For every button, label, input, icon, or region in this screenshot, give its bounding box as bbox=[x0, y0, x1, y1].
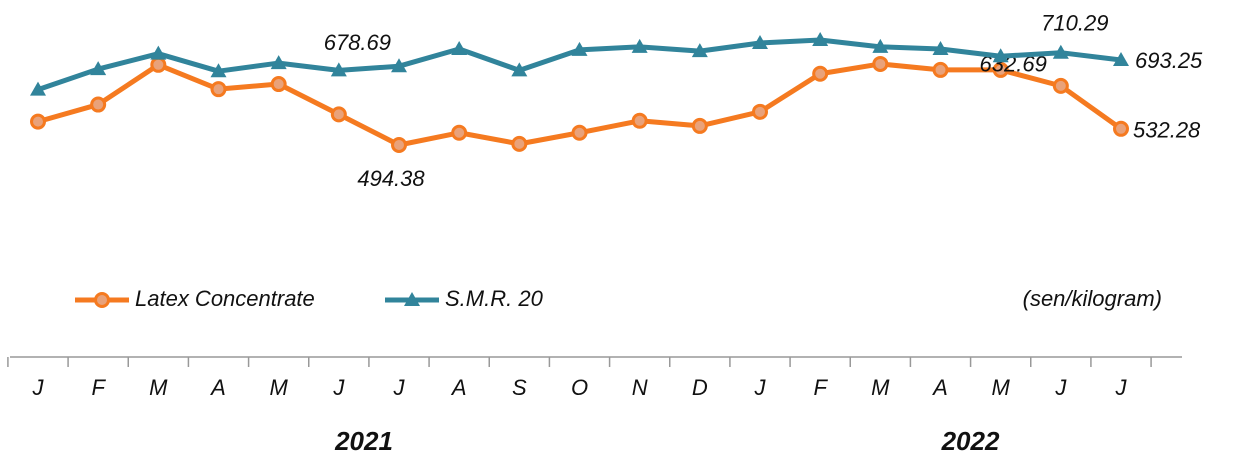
point bbox=[752, 34, 768, 49]
data-label: 710.29 bbox=[1041, 11, 1108, 36]
point bbox=[391, 58, 407, 73]
year-label: 2022 bbox=[941, 426, 1000, 456]
point bbox=[451, 40, 468, 55]
x-tick-label: J bbox=[1054, 375, 1067, 400]
point bbox=[330, 62, 347, 77]
point bbox=[94, 292, 110, 308]
point bbox=[992, 48, 1009, 63]
legend-label: S.M.R. 20 bbox=[445, 286, 544, 311]
point bbox=[150, 45, 167, 60]
x-tick-label: S bbox=[512, 375, 527, 400]
unit-label: (sen/kilogram) bbox=[1023, 286, 1162, 311]
point bbox=[992, 61, 1009, 78]
point bbox=[932, 40, 949, 55]
data-label: 494.38 bbox=[357, 166, 425, 191]
point bbox=[1113, 51, 1129, 66]
point bbox=[872, 55, 889, 72]
x-tick-label: J bbox=[754, 375, 767, 400]
point bbox=[270, 55, 287, 70]
x-tick-label: O bbox=[571, 375, 588, 400]
point bbox=[150, 56, 167, 73]
point bbox=[451, 124, 468, 141]
point bbox=[1052, 44, 1069, 59]
x-tick-label: M bbox=[871, 375, 890, 400]
point bbox=[812, 32, 829, 46]
point bbox=[90, 96, 107, 113]
point bbox=[631, 112, 648, 129]
point bbox=[210, 81, 227, 98]
point bbox=[571, 124, 588, 141]
point bbox=[691, 117, 708, 134]
point bbox=[691, 43, 708, 58]
point bbox=[1052, 77, 1069, 94]
data-label: 532.28 bbox=[1133, 118, 1201, 143]
point bbox=[511, 135, 528, 152]
x-tick-label: D bbox=[692, 375, 708, 400]
point bbox=[90, 61, 107, 76]
point bbox=[30, 113, 46, 130]
point bbox=[391, 137, 407, 153]
data-label: 693.25 bbox=[1135, 48, 1203, 73]
point bbox=[30, 81, 46, 96]
x-tick-label: M bbox=[149, 375, 168, 400]
x-tick-label: A bbox=[931, 375, 948, 400]
year-label: 2021 bbox=[334, 426, 393, 456]
point bbox=[872, 38, 889, 53]
x-tick-label: M bbox=[992, 375, 1011, 400]
x-tick-label: J bbox=[32, 375, 45, 400]
x-tick-label: A bbox=[450, 375, 467, 400]
x-tick-label: J bbox=[393, 375, 406, 400]
point bbox=[752, 103, 768, 120]
x-tick-label: F bbox=[813, 375, 828, 400]
x-tick-label: J bbox=[332, 375, 345, 400]
x-tick-label: F bbox=[91, 375, 106, 400]
point bbox=[812, 65, 829, 82]
point bbox=[631, 38, 648, 53]
point bbox=[330, 106, 347, 123]
point bbox=[571, 41, 588, 56]
point bbox=[210, 63, 227, 78]
legend-label: Latex Concentrate bbox=[135, 286, 315, 311]
x-tick-label: A bbox=[209, 375, 226, 400]
x-tick-label: N bbox=[632, 375, 648, 400]
point bbox=[404, 292, 420, 306]
data-label: 678.69 bbox=[324, 30, 391, 55]
x-tick-label: M bbox=[270, 375, 289, 400]
x-tick-label: J bbox=[1115, 375, 1128, 400]
point bbox=[1113, 120, 1129, 137]
point bbox=[511, 62, 528, 77]
point bbox=[270, 76, 287, 93]
point bbox=[932, 61, 949, 78]
